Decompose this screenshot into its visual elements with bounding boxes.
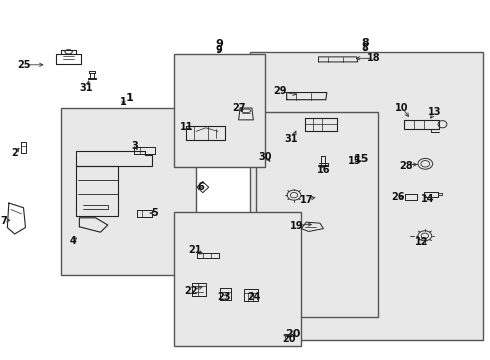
- Text: 1: 1: [126, 93, 134, 103]
- Text: 11: 11: [180, 122, 194, 132]
- Text: 20: 20: [285, 329, 301, 339]
- Text: 13: 13: [428, 107, 442, 117]
- Text: 31: 31: [79, 83, 93, 93]
- Text: 5: 5: [151, 208, 158, 218]
- Text: 17: 17: [299, 195, 313, 205]
- Bar: [61, 108, 196, 275]
- Text: 25: 25: [17, 60, 30, 70]
- Text: 29: 29: [273, 86, 287, 96]
- Text: 6: 6: [197, 182, 204, 192]
- Text: 8: 8: [362, 43, 368, 53]
- Text: 15: 15: [354, 154, 369, 164]
- Text: 24: 24: [247, 292, 261, 302]
- Text: 2: 2: [11, 148, 18, 158]
- Text: 26: 26: [391, 192, 405, 202]
- Text: 9: 9: [215, 39, 223, 49]
- Text: 28: 28: [399, 161, 413, 171]
- Bar: [174, 54, 265, 167]
- Bar: [256, 112, 378, 317]
- Text: 14: 14: [420, 194, 434, 204]
- Text: 20: 20: [282, 334, 296, 345]
- Text: 12: 12: [415, 237, 428, 247]
- Text: 9: 9: [216, 45, 222, 55]
- Text: 18: 18: [367, 53, 381, 63]
- Text: 16: 16: [317, 165, 330, 175]
- Text: 15: 15: [348, 156, 362, 166]
- Text: 3: 3: [131, 141, 138, 151]
- Text: 19: 19: [290, 221, 304, 231]
- Text: 23: 23: [218, 292, 231, 302]
- Text: 30: 30: [259, 152, 272, 162]
- Text: 7: 7: [0, 216, 7, 226]
- Text: 8: 8: [361, 37, 369, 48]
- Text: 21: 21: [188, 245, 202, 255]
- Text: 27: 27: [232, 103, 246, 113]
- Text: 10: 10: [395, 103, 409, 113]
- Text: 1: 1: [120, 97, 127, 107]
- Bar: [250, 52, 483, 340]
- Text: 4: 4: [69, 236, 76, 246]
- Text: 22: 22: [184, 286, 198, 296]
- Bar: [174, 212, 301, 346]
- Text: 31: 31: [285, 134, 298, 144]
